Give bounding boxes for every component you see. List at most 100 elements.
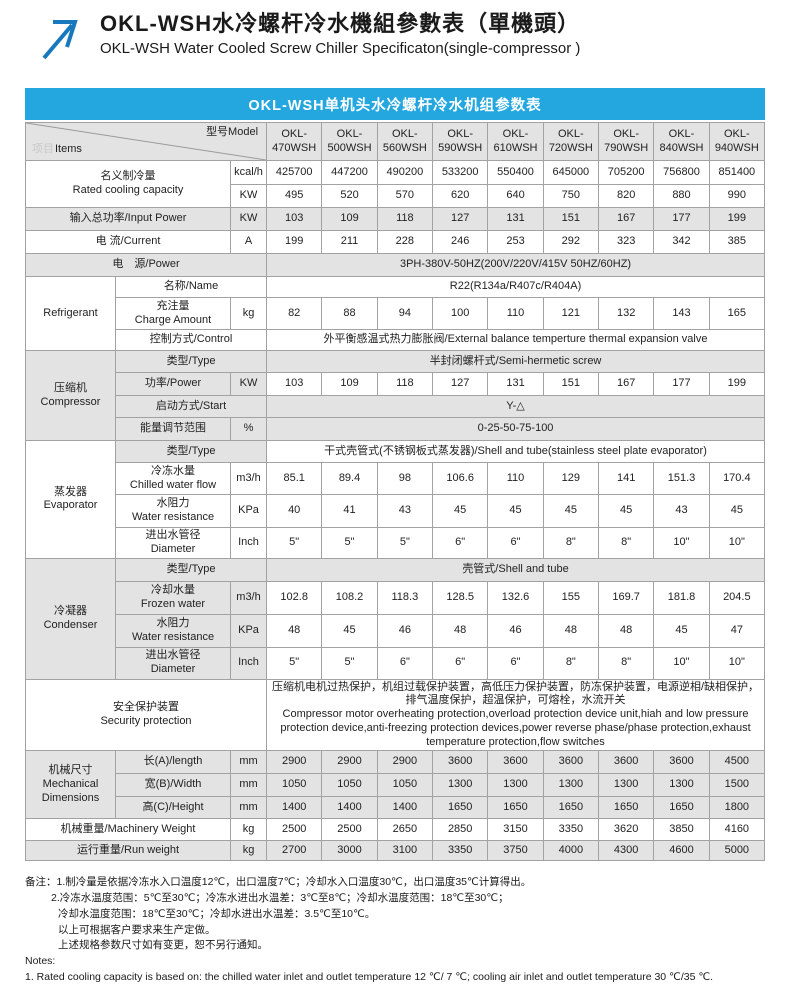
input-power-cell: 109 [321,207,378,231]
frozen-water-label: 冷却水量 Frozen water [115,580,231,615]
frozen-water-cell: 108.2 [321,580,378,615]
charge-cell: 100 [432,297,489,330]
evap-resistance-unit: KPa [229,494,268,528]
model-header-cell: OKL- 610WSH [487,122,544,161]
charge-cell: 110 [487,297,544,330]
model-header-cell: OKL- 590WSH [432,122,489,161]
evap-diameter-cell: 5" [266,527,323,559]
input-power-unit: KW [229,207,268,231]
capacity-label: 名义制冷量 Rated cooling capacity [25,160,231,208]
model-header-cell: OKL- 560WSH [376,122,434,161]
run-weight-cell: 3350 [432,840,489,862]
compressor-power-cell: 199 [708,372,766,396]
machine-weight-cell: 3850 [653,818,710,842]
capacity-kw-cell: 820 [597,184,655,208]
capacity-kcal-cell: 756800 [653,160,710,185]
chilled-flow-cell: 129 [542,462,600,495]
notes-block: 备注：1.制冷量是依据冷冻水入口温度12℃，出口温度7℃；冷却水入口温度30℃，… [25,875,775,985]
evap-resistance-cell: 45 [487,494,544,528]
evap-resistance-cell: 43 [653,494,710,528]
capacity-kcal-cell: 425700 [266,160,323,185]
energy-value: 0-25-50-75-100 [266,417,765,441]
chilled-flow-cell: 106.6 [432,462,489,495]
chilled-flow-cell: 141 [597,462,655,495]
frozen-water-cell: 118.3 [376,580,434,615]
charge-cell: 143 [653,297,710,330]
capacity-kw-cell: 570 [376,184,434,208]
compressor-power-cell: 103 [266,372,323,396]
cond-diameter-label: 进出水管径 Diameter [115,646,231,680]
chilled-flow-cell: 85.1 [266,462,323,495]
evap-diameter-cell: 6" [432,527,489,559]
cond-diameter-cell: 5" [266,646,323,680]
run-weight-cell: 3750 [487,840,544,862]
current-cell: 385 [708,230,766,254]
row-current: 电 流/Current A 199 211 228 246 253 292 323 342 38… [25,230,766,254]
row-condenser-flow: 冷却水量 Frozen water m3/h 102.8 108.2 118.3 12… [26,580,766,615]
evap-resistance-cell: 41 [321,494,378,528]
corner-cell: 型号Model 项目Items [24,122,268,161]
length-cell: 3600 [653,750,710,775]
refrigerant-group-label: Refrigerant [25,276,116,351]
compressor-group-label: 压缩机 Compressor [25,350,116,441]
input-power-label: 输入总功率/Input Power [25,207,231,231]
cond-resistance-cell: 48 [432,613,489,648]
capacity-kw-cell: 620 [432,184,489,208]
input-power-cell: 151 [542,207,600,231]
row-refrigerant-charge: 充注量 Charge Amount kg 82 88 94 100 110 121 132 1… [26,297,766,330]
row-evaporator-resistance: 水阻力 Water resistance KPa 40 41 43 45 45 45 45 4… [26,494,766,528]
width-cell: 1300 [653,773,710,798]
height-unit: mm [229,796,268,820]
model-header-cell: OKL- 470WSH [266,122,323,161]
page-title: OKL-WSH水冷螺杆冷水機組參數表（單機頭） [100,11,581,36]
capacity-kcal-cell: 550400 [487,160,544,185]
height-label: 高(C)/Height [115,796,231,820]
chilled-flow-cell: 89.4 [321,462,378,495]
corner-items-label: 项目Items [32,143,82,156]
cond-resistance-cell: 46 [487,613,544,648]
cond-resistance-cell: 48 [542,613,600,648]
compressor-power-cell: 109 [321,372,378,396]
compressor-type-label: 类型/Type [114,350,268,373]
capacity-kw-cell: 880 [653,184,710,208]
current-label: 电 流/Current [25,230,231,254]
input-power-cell: 177 [653,207,710,231]
row-width: 宽(B)/Width mm 1050 1050 1050 1300 1300 1300 13… [26,773,766,798]
frozen-water-unit: m3/h [229,580,268,615]
charge-cell: 165 [708,297,766,330]
height-cell: 1650 [597,796,655,820]
cond-resistance-cell: 45 [653,613,710,648]
compressor-power-unit: KW [229,372,268,396]
input-power-cell: 103 [266,207,323,231]
width-label: 宽(B)/Width [115,773,231,798]
width-cell: 1500 [708,773,766,798]
length-cell: 2900 [376,750,434,775]
note-line: 上述规格参数尺寸如有变更，恕不另行通知。 [58,939,268,952]
energy-unit: % [229,417,268,441]
evaporator-type-value: 干式壳管式(不锈钢板式蒸发器)/Shell and tube(stainless… [266,440,765,463]
charge-unit: kg [229,297,268,330]
condenser-group-label: 冷凝器 Condenser [25,557,116,680]
row-compressor-energy: 能量调节范围 % 0-25-50-75-100 [26,417,765,441]
compressor-power-cell: 118 [376,372,434,396]
row-power-source: 电 源/Power 3PH-380V-50HZ(200V/220V/415V 5… [24,253,765,277]
refrigerant-name-value: R22(R134a/R407c/R404A) [266,276,765,298]
evap-diameter-cell: 10" [653,527,710,559]
row-condenser-resistance: 水阻力 Water resistance KPa 48 45 46 48 46 48 48 4… [26,613,766,648]
power-source-value: 3PH-380V-50HZ(200V/220V/415V 50HZ/60HZ) [266,253,765,277]
run-weight-cell: 4300 [597,840,655,862]
current-cell: 246 [432,230,489,254]
input-power-cell: 127 [432,207,489,231]
machine-weight-unit: kg [229,818,268,842]
row-compressor-power: 功率/Power KW 103 109 118 127 131 151 167 177 199 [26,372,766,396]
machine-weight-cell: 4160 [708,818,766,842]
note-line: 1. Rated cooling capacity is based on: t… [25,970,714,983]
row-security: 安全保护装置 Security protection 压缩机电机过热保护，机组过… [24,678,765,752]
evap-resistance-cell: 45 [542,494,600,528]
compressor-power-cell: 127 [432,372,489,396]
note-line: Notes: [25,955,56,967]
capacity-kw-cell: 990 [708,184,766,208]
model-header-cell: OKL- 720WSH [542,122,600,161]
model-header-cell: OKL- 500WSH [321,122,378,161]
